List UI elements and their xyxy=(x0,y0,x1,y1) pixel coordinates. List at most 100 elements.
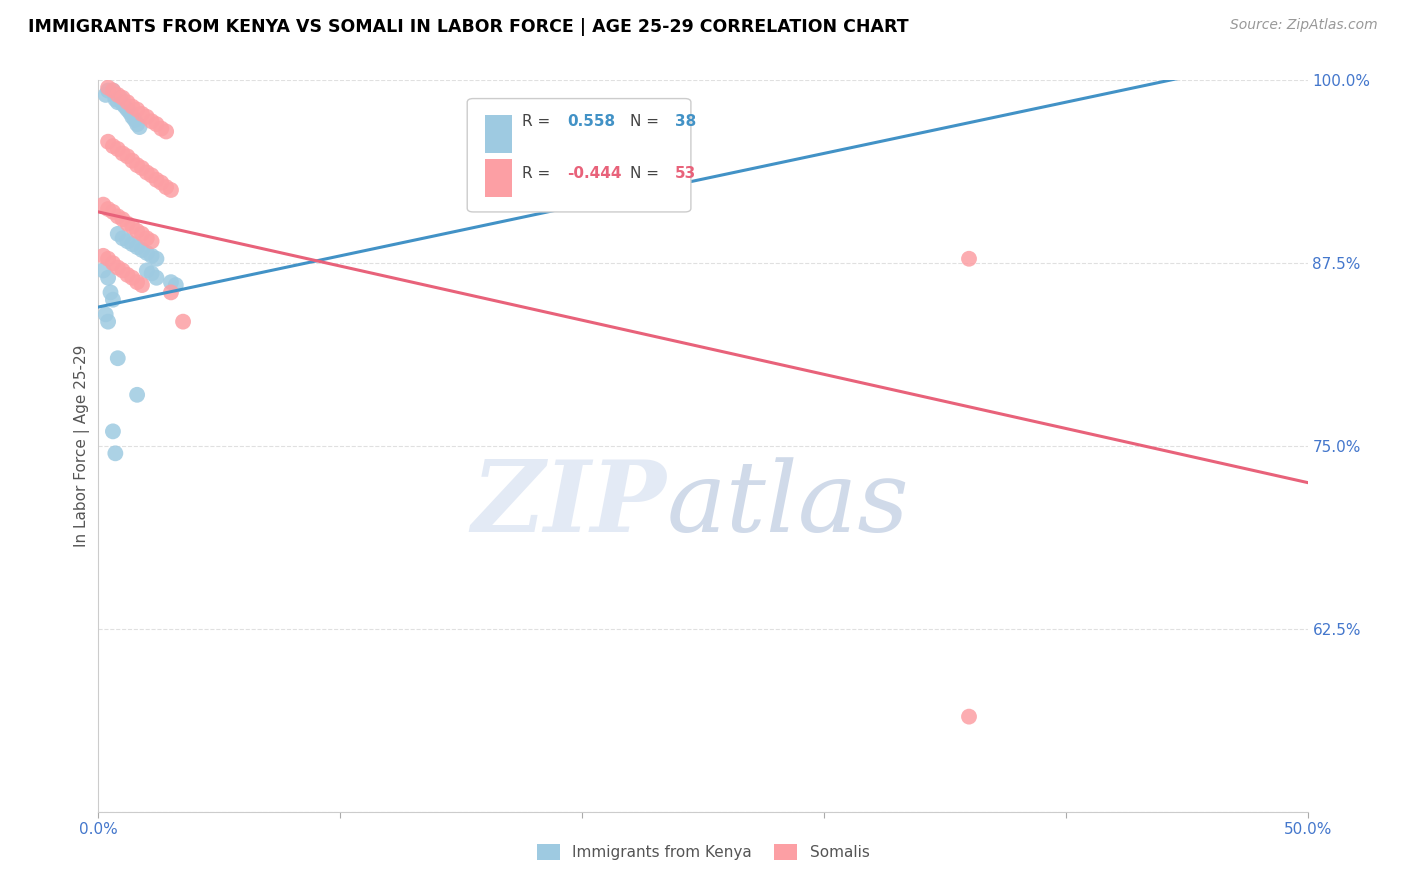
Point xyxy=(101,83,124,97)
Point xyxy=(114,100,136,114)
Y-axis label: In Labor Force | Age 25-29: In Labor Force | Age 25-29 xyxy=(75,345,90,547)
Point xyxy=(111,212,134,227)
Point xyxy=(97,252,120,266)
Point xyxy=(172,315,194,329)
Legend: Immigrants from Kenya, Somalis: Immigrants from Kenya, Somalis xyxy=(530,838,876,866)
Point xyxy=(117,217,139,231)
Point xyxy=(107,351,129,366)
Point xyxy=(145,270,167,285)
FancyBboxPatch shape xyxy=(485,115,512,153)
Point xyxy=(127,224,149,238)
Point xyxy=(135,231,157,245)
Text: N =: N = xyxy=(630,166,664,181)
Point xyxy=(131,278,153,293)
Point xyxy=(97,202,120,216)
Text: N =: N = xyxy=(630,114,664,129)
FancyBboxPatch shape xyxy=(485,160,512,197)
Point xyxy=(91,197,114,211)
Point xyxy=(111,231,134,245)
Point xyxy=(121,110,143,124)
Text: IMMIGRANTS FROM KENYA VS SOMALI IN LABOR FORCE | AGE 25-29 CORRELATION CHART: IMMIGRANTS FROM KENYA VS SOMALI IN LABOR… xyxy=(28,18,908,36)
Point xyxy=(107,210,129,224)
Point xyxy=(141,234,163,248)
Point xyxy=(127,275,149,289)
Point xyxy=(160,183,183,197)
Point xyxy=(121,237,143,252)
Point xyxy=(121,153,143,168)
Point xyxy=(135,263,157,277)
Point xyxy=(127,103,149,117)
Point xyxy=(108,91,131,105)
Point xyxy=(160,285,183,300)
Point xyxy=(107,260,129,275)
Point xyxy=(91,249,114,263)
Point xyxy=(111,91,134,105)
Point xyxy=(117,95,139,110)
Point xyxy=(117,234,139,248)
Point xyxy=(145,173,167,187)
Point xyxy=(94,307,117,321)
Point xyxy=(121,270,143,285)
Point xyxy=(107,142,129,156)
Point xyxy=(131,243,153,257)
Point xyxy=(165,278,187,293)
Point xyxy=(107,95,129,110)
Point xyxy=(145,117,167,131)
Point xyxy=(97,315,120,329)
Point xyxy=(150,176,173,190)
Point xyxy=(160,275,183,289)
Point xyxy=(97,135,120,149)
Point xyxy=(141,266,163,280)
FancyBboxPatch shape xyxy=(467,99,690,212)
Point xyxy=(117,103,139,117)
Text: R =: R = xyxy=(522,166,555,181)
Point xyxy=(117,149,139,163)
Point xyxy=(100,285,122,300)
Point xyxy=(117,268,139,282)
Point xyxy=(155,124,177,138)
Point xyxy=(118,105,141,120)
Point xyxy=(141,249,163,263)
Point xyxy=(150,121,173,136)
Point xyxy=(101,293,124,307)
Point xyxy=(121,219,143,234)
Point xyxy=(107,87,129,102)
Point xyxy=(131,107,153,121)
Point xyxy=(104,446,127,460)
Point xyxy=(141,169,163,183)
Point xyxy=(957,709,980,723)
Point xyxy=(128,120,150,134)
Text: Source: ZipAtlas.com: Source: ZipAtlas.com xyxy=(1230,18,1378,32)
Point xyxy=(155,180,177,194)
Text: ZIP: ZIP xyxy=(472,457,666,553)
Text: R =: R = xyxy=(522,114,555,129)
Point xyxy=(127,117,149,131)
Text: 38: 38 xyxy=(675,114,696,129)
Point xyxy=(131,161,153,175)
Point xyxy=(107,227,129,241)
Point xyxy=(127,158,149,172)
Point xyxy=(111,96,134,111)
Text: 53: 53 xyxy=(675,166,696,181)
Point xyxy=(135,110,157,124)
Point xyxy=(101,139,124,153)
Point xyxy=(135,165,157,179)
Point xyxy=(97,80,120,95)
Point xyxy=(94,87,117,102)
Point xyxy=(135,246,157,260)
Point xyxy=(97,270,120,285)
Text: -0.444: -0.444 xyxy=(568,166,621,181)
Point xyxy=(111,146,134,161)
Point xyxy=(101,83,124,97)
Point xyxy=(104,92,127,106)
Point xyxy=(111,263,134,277)
Text: 0.558: 0.558 xyxy=(568,114,616,129)
Point xyxy=(97,83,120,97)
Point xyxy=(124,112,146,127)
Point xyxy=(957,252,980,266)
Text: atlas: atlas xyxy=(666,457,910,552)
Point xyxy=(127,240,149,254)
Point xyxy=(131,227,153,241)
Point xyxy=(101,256,124,270)
Point xyxy=(141,114,163,128)
